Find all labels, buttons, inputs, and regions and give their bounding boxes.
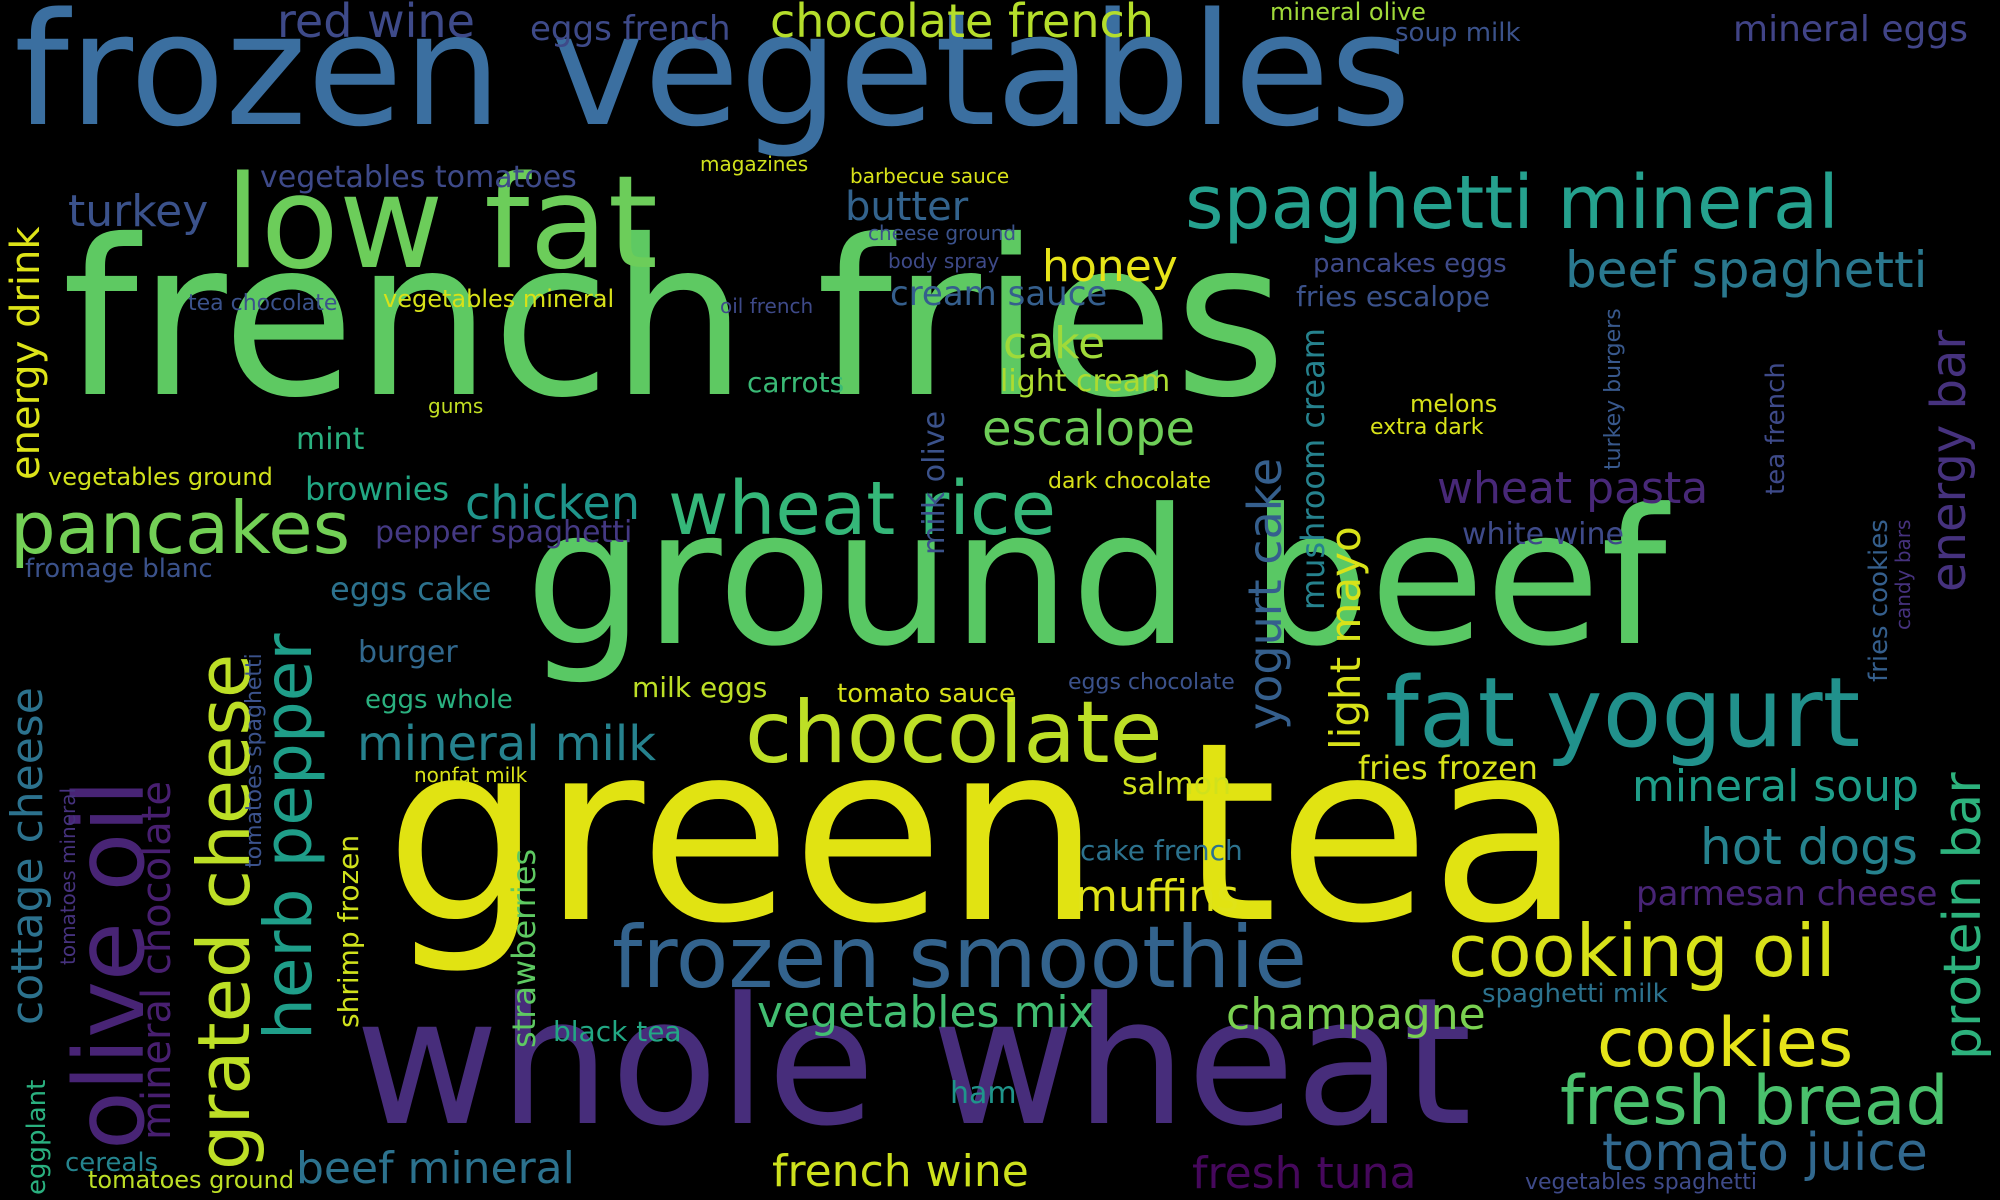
- word-salmon: salmon: [1122, 767, 1231, 802]
- word-beef-mineral: beef mineral: [296, 1143, 575, 1194]
- word-candy-bars: candy bars: [1891, 519, 1915, 630]
- word-tomato-juice: tomato juice: [1602, 1123, 1928, 1183]
- word-fromage-blanc: fromage blanc: [25, 554, 213, 584]
- word-tomatoes-mineral: tomatoes mineral: [56, 787, 80, 965]
- word-tomatoes-ground: tomatoes ground: [88, 1166, 295, 1194]
- word-cookies: cookies: [1597, 1004, 1854, 1083]
- word-fresh-bread: fresh bread: [1560, 1062, 1949, 1141]
- word-low-fat: low fat: [225, 149, 658, 298]
- word-oil-french: oil french: [720, 294, 814, 318]
- word-butter: butter: [845, 184, 969, 230]
- word-yogurt-cake: yogurt cake: [1238, 457, 1292, 730]
- word-mineral-soup: mineral soup: [1632, 761, 1919, 812]
- word-chicken: chicken: [465, 476, 640, 530]
- word-turkey-burgers: turkey burgers: [1601, 308, 1626, 470]
- word-cooking-oil: cooking oil: [1448, 909, 1836, 993]
- word-pancakes-eggs: pancakes eggs: [1313, 249, 1507, 279]
- word-fries-cookies: fries cookies: [1864, 519, 1894, 682]
- word-vegetables-mineral: vegetables mineral: [383, 285, 615, 313]
- word-brownies: brownies: [305, 470, 450, 508]
- word-muffins: muffins: [1075, 871, 1240, 922]
- word-vegetables-tomatoes: vegetables tomatoes: [260, 160, 577, 195]
- word-wheat-pasta: wheat pasta: [1437, 463, 1709, 514]
- word-chocolate: chocolate: [745, 683, 1163, 783]
- word-fresh-tuna: fresh tuna: [1192, 1148, 1417, 1199]
- word-turkey: turkey: [68, 186, 209, 237]
- word-vegetables-mix: vegetables mix: [757, 987, 1095, 1038]
- word-cake: cake: [1003, 318, 1106, 369]
- word-french-wine: french wine: [772, 1146, 1029, 1197]
- word-wheat-rice: wheat rice: [668, 466, 1057, 552]
- word-fat-yogurt: fat yogurt: [1385, 657, 1861, 769]
- word-burger: burger: [358, 635, 458, 670]
- word-eggs-chocolate: eggs chocolate: [1068, 670, 1235, 695]
- word-vegetables-spaghetti: vegetables spaghetti: [1525, 1170, 1757, 1195]
- word-mineral-chocolate: mineral chocolate: [134, 780, 180, 1140]
- word-magazines: magazines: [700, 152, 809, 176]
- word-milk-olive: milk olive: [917, 410, 952, 555]
- word-mineral-eggs: mineral eggs: [1733, 9, 1968, 50]
- word-mineral-milk: mineral milk: [357, 716, 657, 772]
- word-fries-escalope: fries escalope: [1296, 280, 1491, 313]
- word-frozen-smoothie: frozen smoothie: [612, 908, 1308, 1008]
- word-mineral-olive: mineral olive: [1270, 0, 1426, 26]
- word-strawberries: strawberries: [505, 848, 543, 1048]
- word-ham: ham: [950, 1076, 1017, 1111]
- word-cream-sauce: cream sauce: [890, 274, 1108, 314]
- word-pancakes: pancakes: [10, 486, 351, 570]
- word-beef-spaghetti: beef spaghetti: [1565, 241, 1928, 299]
- word-milk-eggs: milk eggs: [632, 671, 768, 704]
- word-champagne: champagne: [1226, 989, 1486, 1040]
- word-gums: gums: [428, 394, 484, 418]
- word-parmesan-cheese: parmesan cheese: [1636, 874, 1938, 914]
- word-shrimp-frozen: shrimp frozen: [332, 834, 365, 1028]
- word-protein-bar: protein bar: [1933, 772, 1993, 1060]
- word-spaghetti-milk: spaghetti milk: [1482, 979, 1668, 1009]
- word-ground-beef: ground beef: [525, 469, 1667, 688]
- word-fries-frozen: fries frozen: [1358, 749, 1538, 787]
- word-french-fries: french fries: [62, 194, 1287, 445]
- word-tea-chocolate: tea chocolate: [188, 291, 338, 316]
- word-green-tea: green tea: [385, 690, 1582, 978]
- word-eggs-whole: eggs whole: [365, 685, 513, 715]
- word-tea-french: tea french: [1761, 362, 1791, 495]
- word-eggs-cake: eggs cake: [330, 570, 492, 608]
- word-body-spray: body spray: [888, 249, 1000, 273]
- word-energy-drink: energy drink: [3, 226, 49, 480]
- word-cheese-ground: cheese ground: [868, 221, 1017, 245]
- word-white-wine: white wine: [1462, 517, 1624, 552]
- word-mint: mint: [296, 422, 365, 457]
- word-black-tea: black tea: [553, 1015, 682, 1048]
- word-cottage-cheese: cottage cheese: [2, 687, 53, 1025]
- word-honey: honey: [1042, 241, 1178, 292]
- word-melons: melons: [1410, 390, 1498, 418]
- word-escalope: escalope: [982, 401, 1196, 457]
- word-soup-milk: soup milk: [1395, 18, 1521, 48]
- word-dark-chocolate: dark chocolate: [1048, 469, 1212, 494]
- word-extra-dark: extra dark: [1370, 415, 1484, 440]
- word-whole-wheat: whole wheat: [355, 960, 1472, 1165]
- word-chocolate-french: chocolate french: [770, 0, 1154, 48]
- word-eggplant: eggplant: [22, 1079, 52, 1195]
- word-tomatoes-spaghetti: tomatoes spaghetti: [242, 653, 267, 868]
- word-barbecue-sauce: barbecue sauce: [850, 164, 1010, 188]
- word-red-wine: red wine: [277, 0, 475, 48]
- word-spaghetti-mineral: spaghetti mineral: [1185, 160, 1839, 246]
- word-tomato-sauce: tomato sauce: [837, 679, 1015, 709]
- word-light-cream: light cream: [1000, 364, 1171, 399]
- word-cereals: cereals: [65, 1148, 159, 1178]
- word-vegetables-ground: vegetables ground: [48, 463, 273, 491]
- word-pepper-spaghetti: pepper spaghetti: [375, 515, 633, 550]
- word-nonfat-milk: nonfat milk: [414, 763, 528, 787]
- word-eggs-french: eggs french: [530, 9, 731, 49]
- word-carrots: carrots: [747, 366, 845, 399]
- word-cake-french: cake french: [1080, 834, 1243, 867]
- word-frozen-vegetables: frozen vegetables: [14, 0, 1412, 161]
- word-light-mayo: light mayo: [1321, 526, 1370, 750]
- word-hot-dogs: hot dogs: [1700, 818, 1918, 876]
- word-energy-bar: energy bar: [1921, 329, 1977, 592]
